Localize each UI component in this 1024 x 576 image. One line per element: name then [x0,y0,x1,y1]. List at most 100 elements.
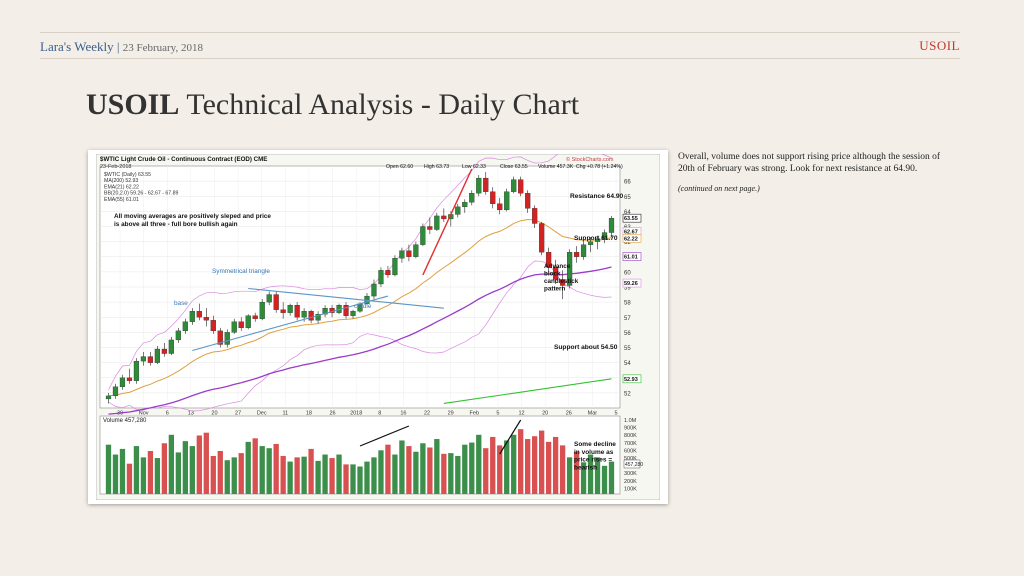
volume-bar [545,441,552,494]
volume-bar [497,445,503,494]
legend-entry: EMA(21) 62.22 [104,184,139,190]
candle-body [238,321,244,328]
volume-bar [420,443,426,494]
candle-body [105,395,112,400]
volume-bar [532,436,538,494]
volume-bar [434,439,440,494]
price-badge-box [622,213,642,223]
volume-tick-label: 300K [624,471,637,477]
price-tick-label: 66 [624,180,631,186]
price-tick-label: 54 [624,361,631,367]
time-tick-label: 2018 [350,411,362,417]
volume-legend: Volume 457,280 [103,418,147,424]
ohlc-field: Close 63.55 [500,164,528,170]
volume-tick-label: 600K [624,448,637,454]
price-badge: 62.67 [624,229,638,235]
candle-body [294,304,300,318]
volume-bar [196,435,202,494]
volume-bar [559,445,566,494]
price-tick-label: 56 [624,331,631,337]
time-tick-label: 11 [282,411,288,417]
cradle-label: cradle [354,303,372,310]
ohlc-field: High 63.73 [424,164,449,170]
candle-body [231,321,237,333]
time-tick-label: Mar [588,411,598,417]
triangle-lower-line [192,295,389,352]
volume-bar [266,448,272,494]
ma-note-line-1: All moving averages are positively slepe… [114,213,271,220]
bollinger-upper [108,154,612,391]
time-tick-label: 22 [424,411,430,417]
volume-bar [238,453,244,494]
volume-bar [483,448,489,494]
header: Lara's Weekly | 23 February, 2018 USOIL [40,36,960,59]
price-badge-box [622,252,642,261]
candle-body [455,206,461,215]
volume-bar [343,464,349,494]
candle-body [280,309,286,313]
candle-body [140,356,147,362]
candle-body [210,320,216,332]
candle-body [287,304,293,313]
volume-bar [301,456,307,494]
volume-bar [587,454,594,494]
time-tick-label: 20 [542,411,548,417]
volume-tick-label: 700K [624,441,637,447]
candle-body [532,208,538,224]
volume-bar [525,439,531,494]
time-tick-label: 27 [235,411,241,417]
candle-body [203,317,209,321]
volume-bar [371,457,377,494]
volume-bar [336,454,342,494]
volume-bar [462,444,468,494]
candle-body [196,311,202,318]
volume-bar [105,444,112,494]
ohlc-field: Open 62.60 [386,164,413,170]
volume-bar [259,446,265,494]
time-tick-label: Dec [257,411,267,417]
candle-body [182,321,188,332]
side-paragraph: Overall, volume does not support rising … [678,152,940,174]
header-symbol: USOIL [919,38,960,53]
volume-note: price rises = [574,457,612,464]
candle-body [608,218,615,233]
volume-bar [357,466,363,494]
volume-bar [287,461,293,494]
ma-note-line-2: is above all three - full bore bullish a… [114,221,238,228]
candle-body [434,215,440,230]
time-tick-label: 12 [518,411,524,417]
page-title-bold: USOIL [86,88,180,121]
ema-21-line [108,218,612,397]
watermark: © StockCharts.com [566,156,614,163]
price-tick-label: 58 [624,301,631,307]
candle-body [594,238,601,242]
volume-bar [406,446,412,494]
candle-body [406,250,412,257]
candle-body [587,241,594,245]
candle-body [308,311,314,321]
legend-entry: MA(200) 52.93 [104,178,138,184]
volume-bar [175,452,182,494]
time-tick-label: 20 [211,411,217,417]
candle-body [119,377,126,387]
volume-note: Some decline [574,441,616,448]
volume-bar [441,453,447,494]
candle-body [560,279,566,286]
candle-body [189,311,195,322]
volume-bar [511,434,517,494]
candle-body [469,193,475,203]
time-tick-label: Nov [139,411,149,417]
price-badge: 63.55 [624,216,638,222]
candle-body [580,244,587,257]
brand: Lara's Weekly | 23 February, 2018 [40,39,203,55]
volume-bar [378,450,384,494]
candle-body [259,301,265,319]
price-badge: 59.26 [624,281,638,287]
chart-title: $WTIC Light Crude Oil - Continuous Contr… [100,156,267,163]
candle-body [175,330,181,341]
chart-date: 23-Feb-2018 [100,164,132,170]
time-tick-label: 8 [378,411,381,417]
support-label-1: Support 61.70 [574,235,618,242]
volume-bar [161,443,168,494]
volume-bar [538,430,545,494]
